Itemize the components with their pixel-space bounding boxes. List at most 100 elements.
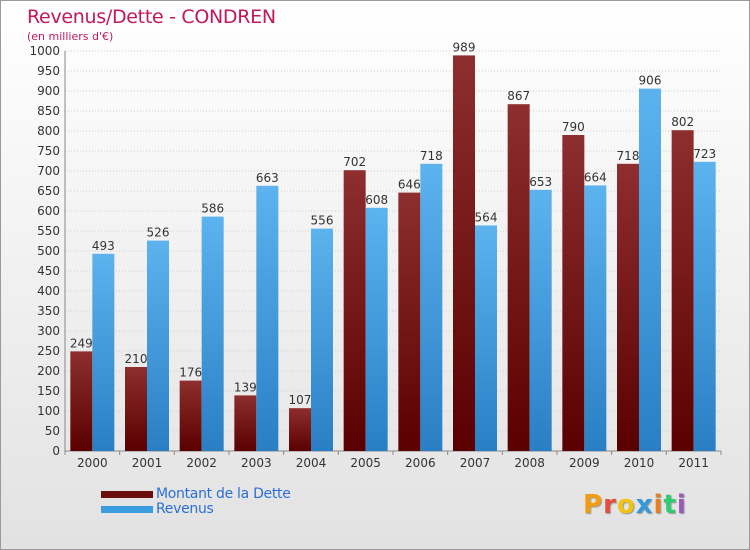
x-tick-label: 2007 xyxy=(460,456,491,470)
x-tick-label: 2011 xyxy=(678,456,709,470)
bars xyxy=(70,55,716,452)
y-tick-label: 100 xyxy=(37,404,60,418)
legend-swatch-revenus xyxy=(101,506,153,513)
chart-title: Revenus/Dette - CONDREN xyxy=(27,6,276,28)
data-label: 702 xyxy=(343,155,366,169)
data-label: 718 xyxy=(617,149,640,163)
legend-label-debt: Montant de la Dette xyxy=(156,486,291,502)
y-tick-label: 650 xyxy=(37,184,60,198)
x-tick-label: 2006 xyxy=(405,456,436,470)
data-label: 210 xyxy=(125,352,148,366)
bar-revenus xyxy=(584,185,607,451)
y-tick-label: 750 xyxy=(37,144,60,158)
bar-debt xyxy=(125,367,147,451)
bar-debt xyxy=(453,55,475,452)
y-tick-label: 600 xyxy=(37,204,60,218)
y-tick-label: 550 xyxy=(37,224,60,238)
bar-revenus xyxy=(420,163,443,452)
logo-letter: P xyxy=(583,490,604,520)
x-tick-label: 2003 xyxy=(241,456,272,470)
x-tick-label: 2001 xyxy=(132,456,163,470)
y-tick-label: 0 xyxy=(52,444,60,458)
y-tick-label: 250 xyxy=(37,344,60,358)
data-label: 790 xyxy=(562,120,585,134)
data-label: 139 xyxy=(234,380,257,394)
x-tick-label: 2008 xyxy=(514,456,545,470)
y-tick-label: 950 xyxy=(37,64,60,78)
data-label: 802 xyxy=(671,115,694,129)
y-tick-label: 400 xyxy=(37,284,60,298)
bar-debt xyxy=(671,130,694,451)
y-tick-label: 800 xyxy=(37,124,60,138)
bar-debt xyxy=(617,163,639,452)
y-tick-label: 450 xyxy=(37,264,60,278)
x-tick-label: 2010 xyxy=(624,456,655,470)
x-tick-label: 2005 xyxy=(350,456,381,470)
data-label: 867 xyxy=(507,89,530,103)
bar-debt xyxy=(70,351,93,451)
y-tick-label: 300 xyxy=(37,324,60,338)
y-tick-label: 850 xyxy=(37,104,60,118)
bar-debt xyxy=(562,135,585,451)
logo-letter: r xyxy=(603,490,617,520)
y-tick-label: 700 xyxy=(37,164,60,178)
data-label: 526 xyxy=(147,226,170,240)
x-tick-label: 2004 xyxy=(296,456,327,470)
data-label: 653 xyxy=(529,175,552,189)
bar-revenus xyxy=(92,253,115,451)
data-label: 564 xyxy=(475,210,498,224)
data-label: 718 xyxy=(420,149,443,163)
bar-debt xyxy=(289,408,311,451)
legend-swatch-debt xyxy=(101,491,153,498)
data-label: 906 xyxy=(639,74,662,88)
y-tick-label: 900 xyxy=(37,84,60,98)
proxiti-logo: Proxiti xyxy=(583,490,687,520)
bar-revenus xyxy=(256,185,279,452)
bar-debt xyxy=(234,395,257,451)
y-tick-label: 150 xyxy=(37,384,60,398)
bar-revenus xyxy=(201,216,224,451)
bar-revenus xyxy=(147,240,169,451)
bar-revenus xyxy=(365,207,388,451)
bar-debt xyxy=(343,170,366,451)
bar-revenus xyxy=(311,228,333,451)
bar-debt xyxy=(398,192,421,451)
logo-letter: o xyxy=(616,490,636,520)
axes: 0 50 100 150 200 250 300 350 400 450 500 550 600 650 7… xyxy=(29,44,722,470)
logo-letter: i xyxy=(676,490,687,520)
legend-label-revenus: Revenus xyxy=(156,501,214,517)
bar-debt xyxy=(179,380,202,451)
y-tick-label: 350 xyxy=(37,304,60,318)
y-tick-label: 200 xyxy=(37,364,60,378)
bar-debt xyxy=(507,104,530,451)
data-labels: 249 493 210 526 176 586 139 663 107 556 702 608 646 7… xyxy=(70,40,716,407)
x-tick-label: 2002 xyxy=(186,456,217,470)
data-label: 989 xyxy=(453,40,476,54)
data-label: 664 xyxy=(584,170,607,184)
data-label: 249 xyxy=(70,336,93,350)
logo-letter: x xyxy=(635,490,654,520)
logo-letter: t xyxy=(663,490,677,520)
y-tick-label: 1000 xyxy=(29,44,60,58)
logo-letter: i xyxy=(653,490,664,520)
bar-revenus xyxy=(693,161,716,452)
data-label: 493 xyxy=(92,239,115,253)
y-tick-label: 500 xyxy=(37,244,60,258)
data-label: 663 xyxy=(256,171,279,185)
data-label: 556 xyxy=(311,214,334,228)
bar-revenus xyxy=(639,88,661,451)
data-label: 723 xyxy=(693,147,716,161)
x-tick-label: 2000 xyxy=(77,456,108,470)
data-label: 646 xyxy=(398,178,421,192)
data-label: 107 xyxy=(289,393,312,407)
grid-lines xyxy=(65,50,721,452)
bar-revenus xyxy=(475,225,497,451)
data-label: 586 xyxy=(201,202,224,216)
bar-revenus xyxy=(529,189,552,452)
x-tick-label: 2009 xyxy=(569,456,600,470)
chart-subtitle: (en milliers d'€) xyxy=(27,30,114,43)
data-label: 176 xyxy=(179,366,202,380)
y-tick-label: 50 xyxy=(45,424,60,438)
